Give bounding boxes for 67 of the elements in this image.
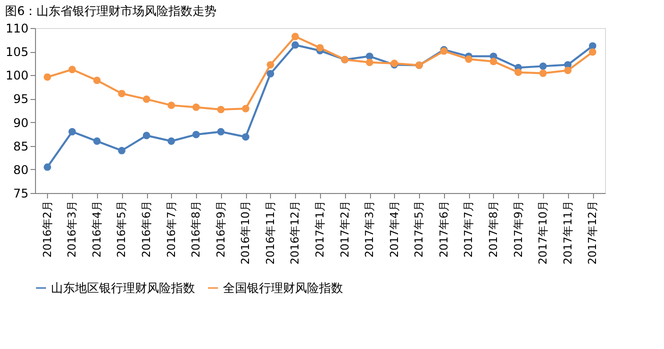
point <box>490 58 498 66</box>
point <box>266 61 274 68</box>
point <box>217 106 225 114</box>
point <box>588 48 596 56</box>
point <box>168 102 176 110</box>
point <box>366 58 374 66</box>
legend-label: 山东地区银行理财风险指数 <box>51 281 195 295</box>
point <box>68 66 76 74</box>
x-tick-label: 2017年6月 <box>437 200 450 258</box>
x-tick-label: 2017年1月 <box>314 200 326 258</box>
x-tick-label: 2016年7月 <box>164 200 178 258</box>
point <box>142 95 150 103</box>
point <box>539 62 547 70</box>
point <box>242 133 250 141</box>
y-tick-label: 100 <box>6 68 28 83</box>
point <box>68 128 76 136</box>
point <box>242 104 250 112</box>
point <box>588 42 596 50</box>
point <box>266 70 274 78</box>
x-tick-label: 2017年2月 <box>338 200 352 258</box>
x-tick-label: 2016年11月 <box>264 200 277 264</box>
point <box>93 76 101 84</box>
point <box>192 104 200 111</box>
x-tick-label: 2016年2月 <box>40 200 54 258</box>
x-tick-label: 2016年5月 <box>115 200 128 258</box>
point <box>539 70 547 77</box>
x-tick-label: 2017年9月 <box>512 200 525 258</box>
x-tick-label: 2017年7月 <box>462 200 476 258</box>
x-tick-label: 2016年4月 <box>90 200 104 258</box>
y-tick-label: 75 <box>13 186 28 200</box>
x-tick-label: 2017年3月 <box>363 200 376 258</box>
y-tick-label: 80 <box>13 162 28 177</box>
point <box>292 41 299 49</box>
point <box>514 68 522 76</box>
point <box>564 66 572 74</box>
y-tick-label: 110 <box>6 22 28 36</box>
point <box>142 132 150 140</box>
x-tick-label: 2017年11月 <box>561 200 574 264</box>
point <box>217 128 225 136</box>
x-tick-label: 2017年12月 <box>586 200 600 264</box>
point <box>192 130 200 138</box>
y-tick-label: 90 <box>13 116 28 130</box>
x-tick-label: 2016年9月 <box>214 200 228 258</box>
point <box>44 163 52 171</box>
x-tick-label: 2016年10月 <box>239 200 252 264</box>
chart-title: 图6：山东省银行理财市场风险指数走势 <box>5 4 217 18</box>
point <box>93 137 101 145</box>
x-tick-label: 2016年6月 <box>140 200 154 258</box>
y-tick-label: 85 <box>13 139 28 154</box>
x-tick-label: 2017年10月 <box>536 200 550 264</box>
point <box>366 52 374 60</box>
x-tick-label: 2016年12月 <box>288 200 302 264</box>
point <box>316 44 324 52</box>
x-tick-label: 2016年8月 <box>190 200 203 258</box>
x-tick-label: 2017年8月 <box>486 200 500 258</box>
y-tick-label: 105 <box>6 45 28 60</box>
x-tick-label: 2016年3月 <box>66 200 79 258</box>
point <box>292 32 299 40</box>
legend-label: 全国银行理财风险指数 <box>223 281 343 295</box>
y-tick-label: 95 <box>13 92 28 106</box>
point <box>168 137 176 145</box>
point <box>118 146 126 154</box>
point <box>118 90 126 98</box>
point <box>44 73 52 81</box>
x-tick-label: 2017年5月 <box>412 200 426 258</box>
x-tick-label: 2017年4月 <box>388 200 401 258</box>
point <box>464 55 472 63</box>
